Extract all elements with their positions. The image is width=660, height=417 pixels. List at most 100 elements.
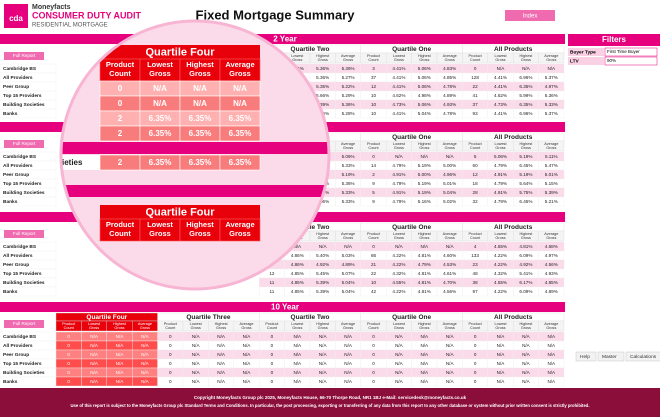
cell-value: 4.81% (418, 271, 431, 276)
cell-value: 5.37% (545, 111, 558, 116)
row-label-cell (0, 286, 57, 297)
cell-value: N/A (420, 334, 429, 339)
column-title: Product (265, 322, 279, 326)
column-title: Average (544, 142, 558, 146)
cell-value: N/A (420, 361, 429, 366)
cell-value: N/A (293, 334, 302, 339)
cell-value: N/A (420, 244, 429, 249)
cell-value: N/A (395, 361, 404, 366)
cell-value: 4.83% (443, 66, 456, 71)
group-title: Quartile Four (86, 314, 127, 321)
cell-value: 6.09% (519, 289, 532, 294)
cell-value: 4.97% (545, 253, 558, 258)
column-title: Count (470, 146, 481, 150)
cell-value: 4.62% (392, 93, 405, 98)
column-title: Highest (316, 322, 330, 326)
cell-value: 5.06% (342, 154, 355, 159)
cell-value: 5.36% (342, 102, 355, 107)
cell-value: 93 (473, 111, 479, 116)
cell-value: N/A (446, 334, 455, 339)
cell-value: 4.81% (418, 253, 431, 258)
column-title: Gross (495, 236, 505, 240)
cell-value: 4.62% (494, 93, 507, 98)
cell-value: 4.22% (392, 289, 405, 294)
cell-value: 0 (169, 352, 172, 357)
filter-value-cell[interactable] (604, 56, 658, 66)
cell-value: N/A (217, 334, 226, 339)
row-label: Cambridge BS (3, 154, 37, 160)
cell-value: 5.33% (342, 190, 355, 195)
cell-value: N/A (141, 370, 150, 375)
cell-value: N/A (116, 361, 125, 366)
column-title: Gross (521, 326, 531, 330)
cell-value: 4.91% (494, 172, 507, 177)
cell-value: N/A (497, 352, 506, 357)
data-cell (538, 376, 565, 387)
cell-value: 6.09% (519, 253, 532, 258)
sheet-tab[interactable] (625, 351, 660, 362)
cell-value: N/A (141, 343, 150, 348)
cell-value: 5.33% (342, 163, 355, 168)
lens-value: N/A (233, 84, 247, 93)
cell-value: 4.56% (545, 262, 558, 267)
cell-value: 5.75% (519, 190, 532, 195)
cell-value: 5.29% (342, 93, 355, 98)
filter-value-cell[interactable] (604, 47, 658, 57)
sheet-tab[interactable] (575, 351, 597, 362)
cell-value: 5.01% (545, 172, 558, 177)
full-report-button[interactable] (4, 140, 44, 148)
column-title: Product (469, 142, 483, 146)
cell-value: 133 (471, 253, 479, 258)
column-title: Highest (316, 54, 330, 58)
cell-value: 5.15% (545, 181, 558, 186)
cell-value: 5.36% (342, 181, 355, 186)
cell-value: 4.85% (291, 271, 304, 276)
cell-value: 0 (474, 352, 477, 357)
full-report-button[interactable] (4, 52, 44, 60)
cell-value: 5.07% (342, 271, 355, 276)
cell-value: 0 (271, 379, 274, 384)
column-header (538, 320, 565, 332)
row-label: Building Societies (3, 280, 45, 286)
cell-value: 4.22% (392, 262, 405, 267)
full-report-button[interactable] (4, 230, 44, 238)
cell-value: N/A (395, 244, 404, 249)
group-title: All Products (494, 224, 533, 231)
cell-value: N/A (192, 379, 201, 384)
cell-value: 0 (474, 370, 477, 375)
filter-label: Buyer Type (570, 49, 596, 55)
lens-column-title: Highest (186, 60, 214, 69)
column-title: Count (368, 326, 379, 330)
lens-band (61, 142, 329, 154)
cell-value: 12 (371, 84, 377, 89)
row-label: Peer Group (3, 172, 29, 178)
filters-header (568, 34, 660, 46)
cell-value: 10 (371, 93, 377, 98)
column-title: Gross (445, 58, 455, 62)
cell-value: 5.19% (342, 172, 355, 177)
cell-value: N/A (243, 352, 252, 357)
cell-value: 4.97% (545, 84, 558, 89)
column-title: Average (443, 232, 457, 236)
cell-value: 0 (271, 334, 274, 339)
lens-group-header (100, 45, 260, 59)
cell-value: 11 (270, 280, 275, 285)
cell-value: 5.02% (443, 199, 456, 204)
index-button[interactable] (505, 10, 555, 21)
cell-value: N/A (319, 361, 328, 366)
cell-value: 0 (169, 370, 172, 375)
cell-value: 4.70% (443, 280, 456, 285)
cell-value: 0 (372, 379, 375, 384)
row-label: Banks (3, 379, 18, 385)
cell-value: 6.35% (519, 84, 532, 89)
cell-value: N/A (344, 370, 353, 375)
cell-value: 4.85% (545, 280, 558, 285)
full-report-button[interactable] (4, 320, 44, 328)
lens-column-title: Gross (149, 229, 171, 238)
cell-value: 0 (372, 361, 375, 366)
column-title: Highest (519, 322, 533, 326)
sheet-tab[interactable] (597, 351, 625, 362)
lens-column-title: Gross (229, 229, 251, 238)
cell-value: 4.41% (392, 75, 405, 80)
column-title: Highest (418, 142, 432, 146)
